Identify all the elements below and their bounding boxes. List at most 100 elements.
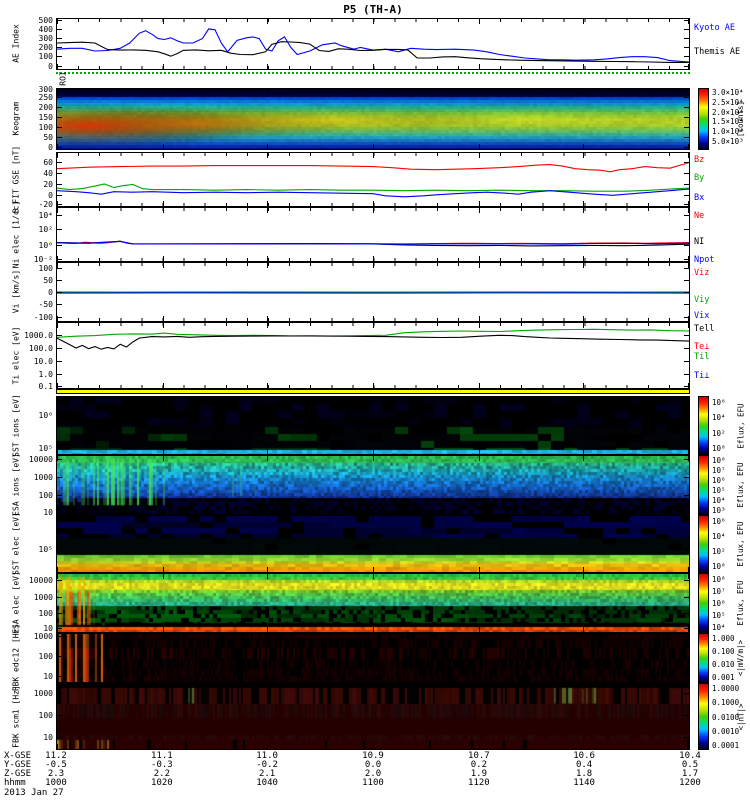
esa_ions-cbar-tick: 10⁵ [712, 485, 726, 495]
xaxis-value: 11.2 [45, 751, 67, 761]
x-major-tick [373, 449, 374, 454]
fbk1-cbar-tick: 0.001 [712, 673, 735, 682]
bfit-ytick: 0 [48, 190, 53, 200]
y-tick-mark [57, 636, 62, 637]
y-tick-mark [684, 656, 689, 657]
y-tick-mark [57, 268, 62, 269]
x-major-tick [478, 89, 480, 94]
keogram-cbar-tick: 1.5×10⁴ [712, 117, 744, 127]
y-tick-mark [57, 334, 62, 336]
x-major-tick [373, 208, 374, 213]
fbk1-cbar-unit: <|mV/m|> [736, 639, 745, 677]
esa_elec-ytick: 100 [38, 609, 53, 619]
panel-bfit [56, 152, 690, 207]
y-tick-mark [684, 259, 689, 261]
x-major-tick [373, 509, 374, 514]
esa_ions-cbar-unit: Eflux, EFU [736, 462, 745, 508]
y-tick-mark [684, 580, 689, 582]
x-major-tick [162, 634, 164, 639]
bfit-plot [57, 162, 689, 198]
sst_elec-ytick: 10⁵ [38, 545, 53, 555]
x-major-tick [162, 574, 164, 579]
keogram-cbar-tick: 2.0×10⁴ [712, 107, 744, 117]
x-major-tick [57, 509, 58, 514]
sst_elec-cbar-tick: 10² [712, 546, 726, 556]
x-major-tick [583, 684, 585, 689]
xaxis-value: -0.5 [45, 760, 67, 770]
esa_ions-cbar-tick: 10⁸ [712, 455, 726, 465]
fbk2-cbar-unit: <|nT|> [736, 702, 745, 731]
xaxis-value: 10.6 [573, 751, 595, 761]
x-major-tick [57, 744, 58, 749]
y-tick-mark [57, 512, 62, 513]
esa_ions-ytick: 100 [38, 491, 53, 501]
x-major-tick [688, 208, 689, 213]
x-major-tick [688, 19, 689, 24]
x-major-tick [688, 323, 689, 328]
y-tick-mark [684, 89, 689, 91]
esa_elec-cbar-tick: 10⁵ [712, 611, 726, 620]
x-major-tick [583, 516, 585, 521]
xaxis-value: 0.5 [681, 760, 699, 770]
x-major-tick [373, 574, 374, 579]
date-label: 2013 Jan 27 [4, 788, 64, 798]
panel-ni [56, 207, 690, 262]
sst_ions-colorbar [698, 396, 709, 455]
legend-tell: Tell [694, 324, 715, 334]
x-major-tick [583, 744, 585, 749]
x-major-tick [583, 567, 585, 572]
y-tick-mark [684, 117, 689, 119]
x-major-tick [162, 19, 164, 24]
x-major-tick [478, 456, 480, 461]
xaxis-value: 11.0 [256, 751, 278, 761]
panel-fbk1 [56, 633, 690, 683]
panel-vi [56, 262, 690, 322]
x-major-tick [373, 744, 374, 749]
xaxis-value: 1140 [573, 778, 595, 788]
vi-ytick: 0 [48, 288, 53, 297]
x-major-tick [373, 144, 374, 149]
ti-ytick: 1.0 [38, 370, 53, 380]
x-major-tick [688, 509, 689, 514]
x-major-tick [583, 397, 585, 402]
y-tick-mark [57, 161, 62, 163]
x-major-tick [267, 509, 269, 514]
xaxis-value: -0.2 [256, 760, 278, 770]
x-major-tick [688, 516, 689, 521]
ae-ytick: 100 [38, 52, 53, 62]
xaxis-value: 1040 [256, 778, 278, 788]
esa_elec-ytick: 1000 [33, 593, 53, 602]
esa_elec-colorbar [698, 573, 709, 633]
sst_elec-colorbar [698, 515, 709, 573]
sst_ions-spectrogram [57, 397, 689, 454]
vi-ytick: -50 [38, 300, 53, 309]
esa_ions-cbar-tick: 10⁴ [712, 496, 726, 505]
x-major-tick [162, 316, 164, 321]
y-tick-mark [57, 613, 62, 615]
esa_ions-cbar-tick: 10⁷ [712, 466, 726, 475]
bfit-ytick: -20 [38, 200, 53, 210]
y-tick-mark [684, 628, 689, 630]
x-major-tick [478, 201, 480, 206]
x-major-tick [267, 449, 269, 454]
x-major-tick [57, 323, 58, 328]
keogram-cbar-tick: 5.0×10³ [712, 136, 744, 146]
fbk1-cbar-tick: 0.010 [712, 660, 735, 669]
esa_elec-spectrogram [57, 574, 689, 632]
x-major-tick [688, 684, 689, 689]
panel-fbk2 [56, 683, 690, 750]
esa_ions-ytick: 10 [43, 508, 53, 517]
x-major-tick [373, 316, 374, 321]
legend-viy: Viy [694, 295, 710, 305]
y-tick-mark [57, 374, 62, 376]
panel-flag [56, 389, 690, 394]
y-tick-mark [57, 348, 62, 350]
y-tick-mark [57, 414, 62, 416]
panel-ae [56, 18, 690, 70]
y-tick-mark [57, 656, 62, 657]
fbk1-cbar-tick: 0.100 [712, 647, 735, 656]
x-major-tick [57, 316, 58, 321]
series-by [57, 183, 689, 192]
y-tick-mark [57, 259, 62, 261]
x-major-tick [162, 456, 164, 461]
